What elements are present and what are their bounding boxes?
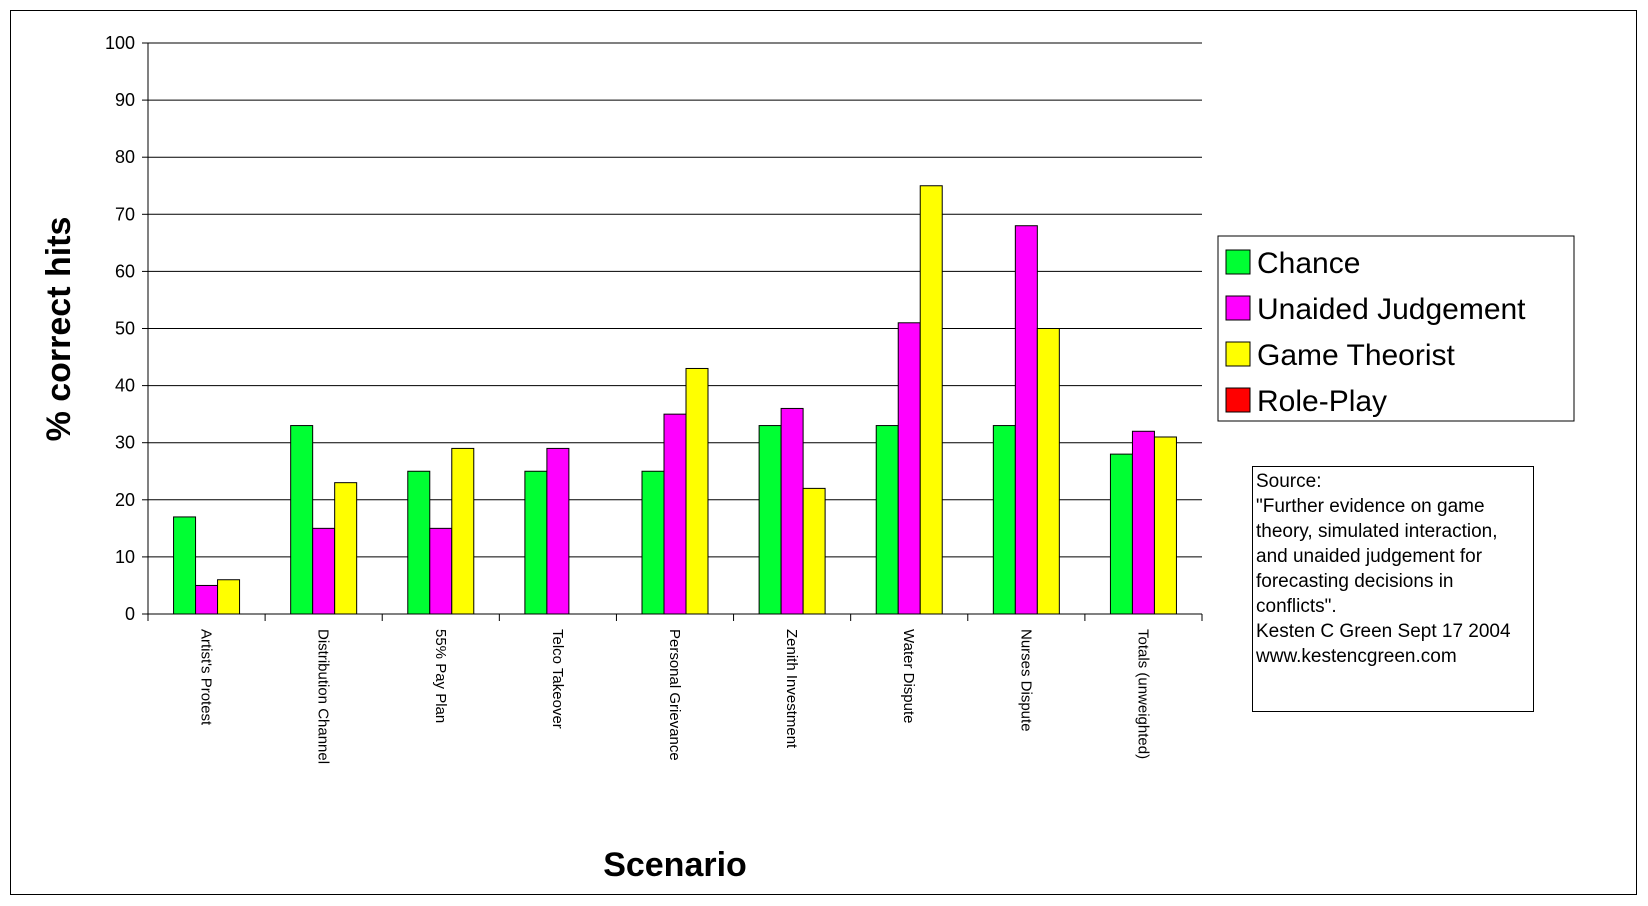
bar [1153,436,1177,615]
bar [641,470,665,615]
category-label: Zenith Investment [783,629,800,749]
legend-label: Unaided Judgement [1257,293,1526,326]
category-label: Nurses Dispute [1017,629,1034,732]
bar [780,407,804,615]
bar [663,413,687,615]
category-label: Distribution Channel [315,629,332,764]
category-labels: Artist's Protest Distribution Channel 55% … [198,629,1152,764]
y-tick-label: 80 [115,147,135,167]
legend-label: Game Theorist [1257,339,1456,372]
bar [290,425,314,615]
bar [1131,430,1155,615]
bar [802,487,826,615]
bar [685,367,709,615]
category-label: Personal Grievance [666,629,683,761]
bar [546,447,570,615]
legend-swatch [1225,249,1251,275]
legend-box [1217,235,1575,422]
source-line: Kesten C Green Sept 17 2004 [1256,621,1511,642]
y-tick-label: 10 [115,547,135,567]
y-tick-label: 50 [115,319,135,339]
bar [1036,328,1060,615]
bar [992,425,1016,615]
y-tick-label: 0 [125,604,135,624]
bar [429,527,453,615]
legend-label: Chance [1257,247,1360,280]
legend-label: Role-Play [1257,385,1387,418]
bar [451,447,475,615]
source-line: "Further evidence on game theory, simula… [1256,496,1503,617]
y-tick-labels: 0 10 20 30 40 50 60 70 80 90 100 [105,33,135,624]
bar [173,516,197,615]
bar [195,584,219,615]
legend-swatch [1225,387,1251,413]
source-note: Source: "Further evidence on game theory… [1252,466,1534,712]
bar [217,579,241,615]
bar [407,470,431,615]
y-tick-label: 60 [115,261,135,281]
bar [524,470,548,615]
y-tick-label: 30 [115,433,135,453]
category-label: Artist's Protest [198,629,215,726]
legend-swatch [1225,295,1251,321]
legend: Chance Unaided Judgement Game Theorist Role… [1217,235,1575,422]
y-tick-label: 100 [105,33,135,53]
bar [758,425,782,615]
category-label: Water Dispute [900,629,917,723]
bar [919,185,943,615]
bar [312,527,336,615]
bar [875,425,899,615]
bar [897,322,921,615]
bar [1014,225,1038,615]
legend-swatch [1225,341,1251,367]
source-line: Source: [1256,471,1322,492]
y-axis-title: % correct hits [40,217,78,442]
y-tick-label: 20 [115,490,135,510]
x-axis-title: Scenario [603,846,747,884]
axes [147,43,1203,621]
bar [334,482,358,615]
category-label: Totals (unweighted) [1134,629,1151,759]
category-label: Telco Takeover [549,629,566,729]
source-line: www.kestencgreen.com [1256,646,1457,667]
category-label: 55% Pay Plan [432,629,449,723]
bar [1109,453,1133,615]
bars [173,185,1177,615]
y-tick-label: 90 [115,90,135,110]
y-tick-label: 70 [115,204,135,224]
y-tick-label: 40 [115,376,135,396]
